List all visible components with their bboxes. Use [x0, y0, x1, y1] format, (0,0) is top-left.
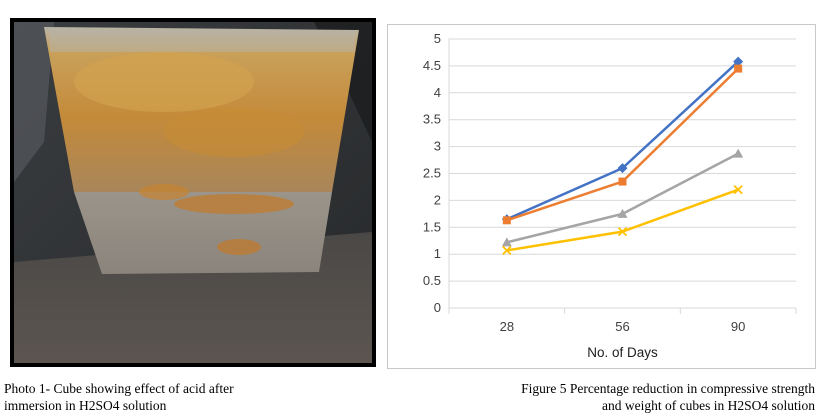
- data-point: [501, 237, 512, 247]
- chart-frame: 0 0.5 1 1.5 2 2.5 3 3.5 4 4.5 5 28 56 90 No. of Days: [387, 24, 816, 369]
- y-tick-labels: 0 0.5 1 1.5 2 2.5 3 3.5 4 4.5 5: [423, 31, 441, 315]
- figure-caption-line-1: Figure 5 Percentage reduction in compres…: [521, 381, 815, 396]
- x-tick-label: 28: [500, 319, 514, 334]
- photo-caption-line-1: Photo 1- Cube showing effect of acid aft…: [4, 381, 234, 396]
- x-tick-label: 90: [731, 319, 745, 334]
- x-tick-label: 56: [615, 319, 629, 334]
- y-tick-label: 4.5: [423, 58, 441, 73]
- gridlines: [448, 38, 797, 314]
- cube-photo: [10, 18, 376, 367]
- y-tick-label: 4: [434, 85, 441, 100]
- series-3: [501, 148, 744, 247]
- y-tick-label: 1: [434, 246, 441, 261]
- series-2: [502, 64, 743, 225]
- data-point: [733, 148, 744, 158]
- data-point: [617, 208, 628, 218]
- photo-caption-line-2: immersion in H2SO4 solution: [4, 398, 167, 413]
- series-line: [506, 60, 740, 221]
- data-point: [734, 64, 743, 73]
- figure-caption-line-2: and weight of cubes in H2SO4 solution: [602, 398, 815, 413]
- series-1: [501, 56, 744, 225]
- data-point: [502, 245, 512, 256]
- data-point: [502, 216, 511, 225]
- photo-caption: Photo 1- Cube showing effect of acid aft…: [4, 380, 234, 414]
- series-4: [502, 185, 743, 256]
- y-tick-label: 2.5: [423, 166, 441, 181]
- series-line: [506, 188, 739, 252]
- y-tick-label: 0.5: [423, 273, 441, 288]
- y-tick-label: 5: [434, 31, 441, 46]
- x-axis-title: No. of Days: [587, 345, 658, 360]
- y-tick-label: 1.5: [423, 219, 441, 234]
- data-point: [618, 177, 627, 186]
- data-point: [733, 56, 744, 67]
- data-point: [617, 226, 628, 237]
- data-point: [617, 163, 628, 174]
- y-tick-label: 0: [434, 300, 441, 315]
- cube-photo-image: [14, 22, 372, 363]
- data-point: [733, 185, 743, 195]
- y-tick-label: 2: [434, 192, 441, 207]
- series-lines: [501, 56, 744, 256]
- y-tick-label: 3: [434, 139, 441, 154]
- x-tick-labels: 28 56 90: [500, 319, 746, 334]
- reduction-line-chart: 0 0.5 1 1.5 2 2.5 3 3.5 4 4.5 5 28 56 90 No. of Days: [423, 31, 797, 360]
- y-tick-label: 3.5: [423, 112, 441, 127]
- figure-caption: Figure 5 Percentage reduction in compres…: [521, 380, 815, 414]
- series-line: [506, 67, 740, 222]
